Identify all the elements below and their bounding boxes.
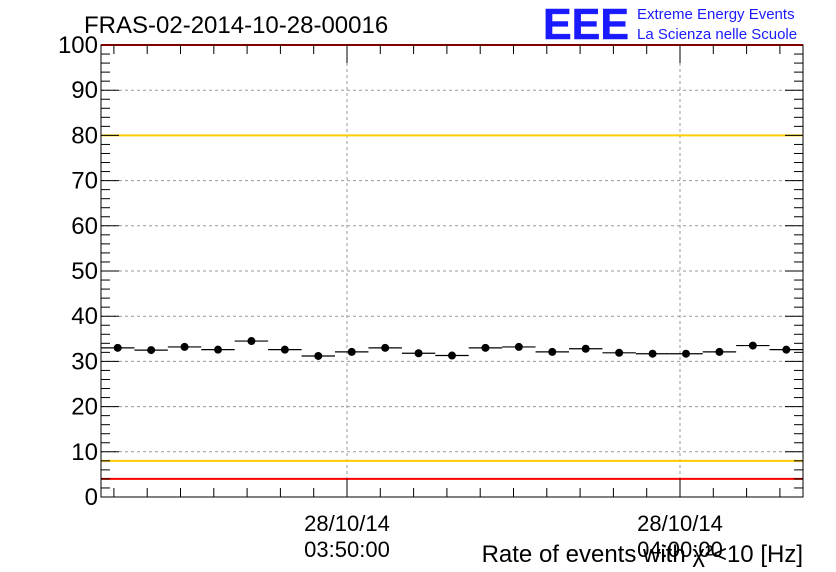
data-point bbox=[581, 344, 590, 353]
data-series bbox=[101, 337, 803, 360]
y-tick-label: 50 bbox=[71, 258, 98, 285]
x-tick-label-time: 03:50:00 bbox=[304, 537, 390, 562]
grid-lines bbox=[101, 45, 803, 497]
eee-logo: EEE Extreme Energy Events La Scienza nel… bbox=[543, 0, 797, 49]
data-point bbox=[381, 343, 390, 352]
y-tick-label: 20 bbox=[71, 394, 98, 421]
x-tick-label-time: 04:00:00 bbox=[637, 537, 723, 562]
chart-title: FRAS-02-2014-10-28-00016 bbox=[84, 12, 388, 39]
data-point bbox=[448, 351, 456, 360]
y-axis: 0 10 20 30 40 50 60 70 80 90 100 bbox=[58, 32, 803, 511]
data-point bbox=[347, 347, 356, 356]
y-tick-label: 80 bbox=[71, 122, 98, 149]
data-point bbox=[113, 343, 122, 352]
data-point bbox=[615, 348, 624, 357]
y-tick-label: 70 bbox=[71, 168, 98, 195]
data-point bbox=[147, 346, 156, 355]
y-tick-label: 40 bbox=[71, 303, 98, 330]
y-tick-label: 10 bbox=[71, 439, 98, 466]
x-tick-label-date: 28/10/14 bbox=[304, 511, 390, 536]
data-point bbox=[481, 343, 490, 352]
data-point bbox=[247, 337, 256, 346]
data-point bbox=[514, 342, 523, 351]
data-point bbox=[748, 341, 757, 350]
y-tick-label: 0 bbox=[85, 484, 98, 511]
data-point bbox=[715, 347, 724, 356]
data-point bbox=[782, 345, 791, 354]
y-tick-label: 30 bbox=[71, 348, 98, 375]
logo-line-1: Extreme Energy Events bbox=[637, 6, 795, 23]
data-point bbox=[648, 349, 657, 358]
y-tick-label: 60 bbox=[71, 213, 98, 240]
data-point bbox=[280, 345, 289, 354]
data-point bbox=[180, 342, 189, 351]
y-tick-label: 100 bbox=[58, 32, 98, 59]
logo-mark: EEE bbox=[543, 0, 629, 49]
data-point bbox=[548, 347, 557, 356]
data-point bbox=[314, 351, 323, 360]
data-point bbox=[214, 345, 222, 354]
y-tick-label: 90 bbox=[71, 77, 98, 104]
x-tick-label-date: 28/10/14 bbox=[637, 511, 723, 536]
data-point bbox=[682, 349, 690, 358]
logo-line-2: La Scienza nelle Scuole bbox=[637, 26, 797, 43]
data-point bbox=[414, 349, 423, 358]
x-axis-label: Rate of events with χ²<10 [Hz] bbox=[482, 541, 803, 568]
